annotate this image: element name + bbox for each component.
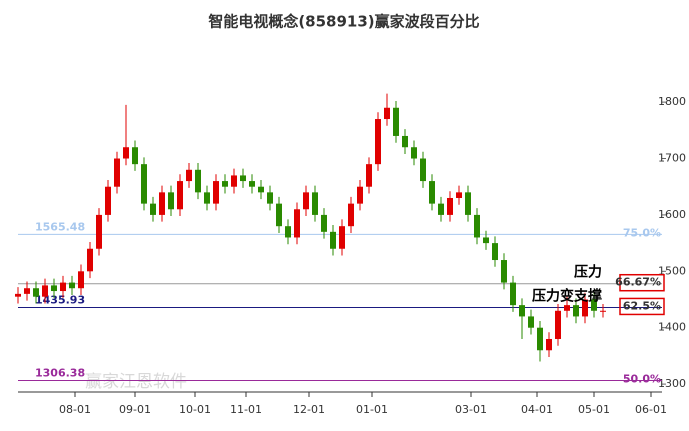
x-tick-label: 09-01: [119, 403, 151, 416]
level-box: [619, 297, 665, 316]
candle-body: [483, 237, 489, 244]
candle-body: [429, 181, 435, 204]
candle-body: [240, 175, 246, 182]
x-tick-label: 11-01: [230, 403, 262, 416]
level-note: 压力: [574, 264, 602, 281]
candle-body: [420, 158, 426, 182]
level-pct: 50.0%: [623, 373, 661, 386]
candle-body: [177, 181, 183, 210]
candle-body: [249, 181, 255, 187]
x-tick-label: 10-01: [179, 403, 211, 416]
candle-body: [303, 192, 309, 210]
candle-body: [78, 271, 84, 289]
candle-body: [42, 285, 48, 297]
candle-body: [69, 282, 75, 289]
candle-body: [15, 293, 21, 297]
candle-body: [591, 299, 597, 311]
candle-body: [51, 285, 57, 292]
candle-body: [321, 214, 327, 232]
candle-body: [438, 203, 444, 215]
candle-body: [546, 338, 552, 351]
candle-body: [231, 175, 237, 187]
candle-body: [348, 203, 354, 227]
candle-body: [168, 192, 174, 210]
y-tick-label: 1500: [658, 264, 686, 277]
candle-body: [150, 203, 156, 215]
level-box: [619, 273, 665, 292]
candle-body: [465, 192, 471, 215]
chart-title: 智能电视概念(858913)赢家波段百分比: [208, 13, 479, 31]
candle-body: [447, 197, 453, 215]
candle-body: [105, 186, 111, 215]
candle-body: [213, 181, 219, 204]
candle-body: [114, 158, 120, 187]
candle-body: [510, 282, 516, 306]
candle-body: [258, 186, 264, 193]
candle-body: [159, 192, 165, 215]
candle-body: [222, 181, 228, 187]
x-tick-label: 01-01: [356, 403, 388, 416]
candle-body: [393, 107, 399, 136]
candle-body: [537, 327, 543, 351]
candle-body: [186, 169, 192, 182]
candle-body: [204, 192, 210, 204]
candle-body: [375, 119, 381, 165]
level-value: 1435.93: [35, 293, 85, 306]
candle-body: [141, 164, 147, 204]
candle-body: [528, 316, 534, 328]
x-tick-label: 06-01: [635, 403, 667, 416]
candle-body: [555, 310, 561, 339]
candle-body: [123, 147, 129, 159]
y-tick-label: 1700: [658, 152, 686, 165]
candle-body: [573, 305, 579, 317]
watermark: 赢家江恩软件: [85, 372, 187, 392]
level-note: 压力变支撑: [532, 287, 602, 304]
candle-body: [330, 231, 336, 249]
y-tick-label: 1300: [658, 377, 686, 390]
y-tick-label: 1400: [658, 321, 686, 334]
candle-body: [600, 310, 606, 312]
level-pct: 62.5%: [623, 299, 661, 312]
level-value: 1565.48: [35, 220, 85, 233]
candle-body: [402, 135, 408, 148]
y-tick-label: 1600: [658, 208, 686, 221]
candle-body: [384, 107, 390, 120]
candle-body: [519, 305, 525, 317]
y-tick-label: 1800: [658, 95, 686, 108]
candle-body: [132, 147, 138, 165]
x-tick-label: 12-01: [293, 403, 325, 416]
candle-body: [96, 214, 102, 249]
candle-body: [294, 209, 300, 238]
candle-body: [267, 192, 273, 204]
candle-body: [195, 169, 201, 193]
candle-body: [24, 288, 30, 294]
x-tick-label: 04-01: [521, 403, 553, 416]
x-tick-label: 08-01: [59, 403, 91, 416]
candle-body: [60, 282, 66, 292]
candle-body: [285, 226, 291, 238]
candle-body: [366, 164, 372, 187]
candle-body: [582, 299, 588, 317]
level-pct: 75.0%: [623, 226, 661, 239]
level-value: 1306.38: [35, 367, 85, 380]
candle-body: [456, 192, 462, 198]
candle-body: [87, 248, 93, 272]
candle-body: [474, 214, 480, 238]
candle-body: [411, 147, 417, 159]
candle-body: [492, 243, 498, 261]
x-tick-label: 05-01: [578, 403, 610, 416]
candle-body: [501, 260, 507, 283]
candle-body: [312, 192, 318, 215]
candle-body: [357, 186, 363, 204]
candle-body: [339, 226, 345, 249]
x-tick-label: 03-01: [455, 403, 487, 416]
candle-body: [276, 203, 282, 227]
level-pct: 66.67%: [615, 276, 661, 289]
candle-body: [33, 288, 39, 297]
candle-body: [564, 305, 570, 311]
